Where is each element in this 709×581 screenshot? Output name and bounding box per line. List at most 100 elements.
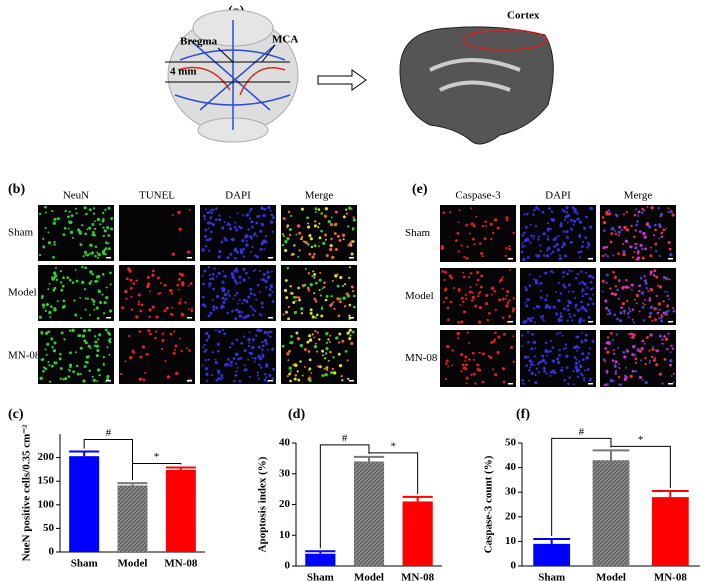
cell bbox=[91, 230, 95, 234]
cell bbox=[549, 339, 553, 343]
cell bbox=[493, 338, 497, 341]
cell bbox=[560, 319, 563, 322]
cell bbox=[207, 227, 210, 230]
cell bbox=[671, 213, 675, 217]
cell bbox=[259, 247, 263, 251]
cell bbox=[621, 286, 624, 290]
cell bbox=[664, 337, 669, 341]
cell bbox=[84, 288, 87, 291]
cell bbox=[489, 222, 493, 226]
cell bbox=[288, 372, 292, 376]
cell bbox=[207, 336, 210, 340]
cell bbox=[79, 346, 83, 350]
cell bbox=[462, 271, 464, 274]
cell bbox=[329, 248, 333, 252]
cell bbox=[586, 246, 589, 249]
cell bbox=[170, 292, 174, 295]
cell bbox=[204, 348, 208, 352]
cell bbox=[501, 297, 505, 301]
cell bbox=[83, 365, 87, 369]
cell bbox=[311, 274, 314, 278]
cell bbox=[103, 229, 107, 233]
cell bbox=[48, 310, 52, 315]
cell bbox=[295, 299, 297, 302]
cell bbox=[313, 345, 318, 349]
cell bbox=[511, 309, 515, 313]
cell bbox=[623, 225, 627, 230]
cell bbox=[89, 347, 92, 350]
cell bbox=[633, 235, 636, 239]
cell bbox=[345, 212, 348, 215]
cell bbox=[71, 328, 75, 333]
cell bbox=[562, 307, 566, 310]
cell bbox=[512, 360, 516, 363]
cell bbox=[290, 214, 293, 218]
cell bbox=[661, 382, 664, 385]
cell bbox=[205, 372, 209, 376]
cell bbox=[313, 336, 316, 339]
cell bbox=[578, 282, 581, 285]
cell bbox=[559, 315, 563, 319]
cell bbox=[650, 206, 654, 210]
cell bbox=[580, 300, 583, 304]
cell bbox=[84, 297, 87, 300]
scale-bar bbox=[268, 257, 273, 259]
column-label: DAPI bbox=[545, 190, 571, 202]
cell bbox=[212, 287, 215, 291]
cell bbox=[298, 298, 301, 302]
cell bbox=[555, 242, 559, 247]
cell bbox=[309, 237, 313, 241]
cell bbox=[80, 316, 82, 319]
cell bbox=[470, 207, 473, 210]
cell bbox=[524, 319, 528, 323]
cell bbox=[345, 208, 348, 211]
cell bbox=[473, 243, 476, 246]
cell bbox=[449, 300, 453, 304]
cell bbox=[351, 228, 355, 231]
cell bbox=[315, 350, 319, 353]
cell bbox=[308, 334, 312, 338]
cell bbox=[293, 377, 297, 381]
cell bbox=[98, 333, 102, 337]
cell bbox=[261, 353, 265, 357]
cell bbox=[211, 208, 215, 212]
cell bbox=[229, 360, 233, 364]
cell bbox=[512, 335, 515, 338]
cell bbox=[502, 380, 506, 384]
cell bbox=[481, 224, 485, 228]
bar bbox=[592, 460, 630, 566]
cell bbox=[102, 226, 105, 229]
cell bbox=[68, 329, 72, 332]
cell bbox=[530, 234, 534, 238]
cell bbox=[551, 359, 556, 363]
cell bbox=[85, 212, 88, 216]
cell bbox=[526, 256, 530, 259]
cell bbox=[625, 278, 628, 282]
cell bbox=[542, 359, 546, 362]
cell bbox=[173, 348, 176, 351]
cell bbox=[668, 247, 672, 251]
cell bbox=[56, 217, 60, 220]
cell bbox=[179, 337, 182, 340]
cell bbox=[289, 370, 292, 373]
cell bbox=[521, 379, 524, 382]
cell bbox=[234, 373, 238, 377]
cell bbox=[492, 368, 495, 371]
cell bbox=[544, 341, 548, 344]
cell bbox=[603, 383, 606, 387]
cell bbox=[249, 287, 253, 291]
cell bbox=[626, 312, 630, 315]
cell bbox=[230, 342, 234, 345]
cell bbox=[233, 269, 237, 273]
cell bbox=[605, 370, 609, 373]
cell bbox=[564, 215, 568, 219]
cell bbox=[505, 304, 509, 308]
cell bbox=[293, 244, 296, 247]
cell bbox=[586, 368, 590, 371]
cell bbox=[655, 363, 659, 367]
cell bbox=[522, 382, 525, 385]
cell bbox=[537, 371, 540, 374]
cell bbox=[247, 295, 251, 299]
cell bbox=[657, 284, 659, 287]
cell bbox=[648, 349, 651, 352]
